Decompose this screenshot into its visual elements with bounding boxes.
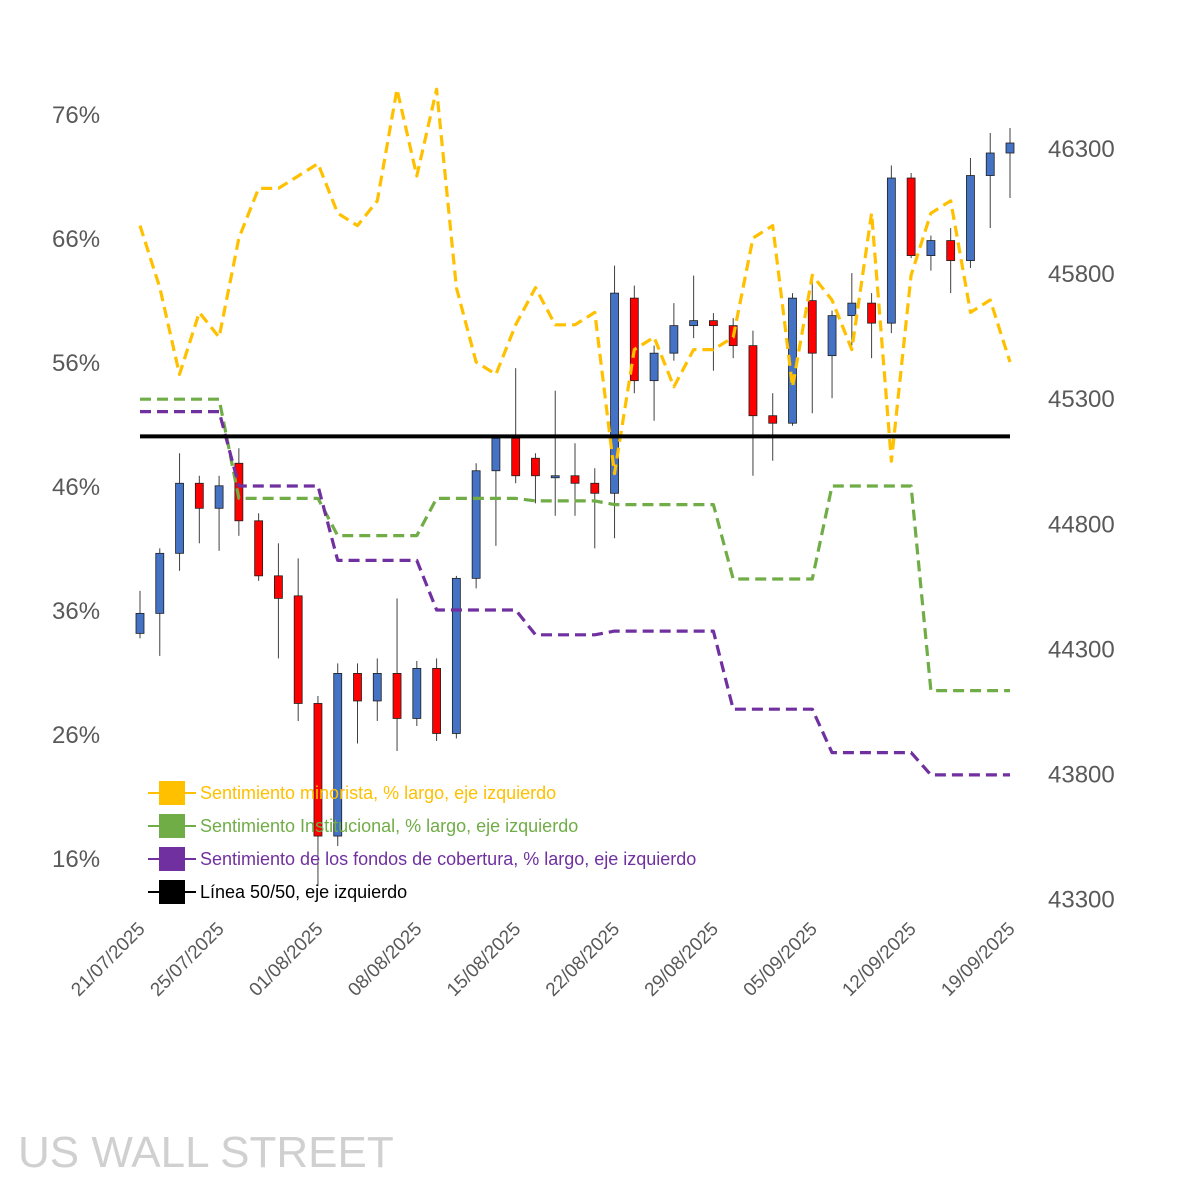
date-tick-label: 01/08/2025 xyxy=(245,919,327,1001)
left-tick-label: 66% xyxy=(52,226,100,253)
left-tick-label: 76% xyxy=(52,102,100,129)
candle-body xyxy=(946,240,956,261)
date-tick-label: 25/07/2025 xyxy=(147,919,229,1001)
candle-body xyxy=(669,325,679,354)
right-tick-label: 44800 xyxy=(1048,511,1115,538)
legend: Sentimiento minorista, % largo, eje izqu… xyxy=(148,781,696,904)
candle-body xyxy=(590,482,600,494)
date-tick-label: 08/08/2025 xyxy=(344,919,426,1001)
candle-body xyxy=(649,352,659,382)
candle-body xyxy=(570,475,580,484)
candle-body xyxy=(966,175,975,261)
hedge-fund-sentiment-line xyxy=(140,410,1010,777)
right-tick-label: 45800 xyxy=(1048,261,1115,288)
right-tick-label: 43800 xyxy=(1048,762,1115,789)
left-tick-label: 26% xyxy=(52,722,100,749)
right-axis: 46300 45800 45300 44800 44300 43800 43300 xyxy=(1048,136,1115,914)
candle-body xyxy=(689,320,699,327)
candle-body xyxy=(610,292,619,494)
candle-body xyxy=(847,302,857,317)
legend-fifty-fifty: Línea 50/50, eje izquierdo xyxy=(148,880,407,904)
candle-body xyxy=(274,575,283,599)
retail-sentiment-line xyxy=(138,87,1012,476)
candle-body xyxy=(333,673,343,837)
candle-body xyxy=(254,520,264,577)
candle-body xyxy=(550,475,560,479)
candle-body xyxy=(985,152,995,176)
date-tick-label: 12/09/2025 xyxy=(839,919,921,1001)
legend-swatch xyxy=(159,781,185,805)
date-tick-label: 21/07/2025 xyxy=(67,919,149,1001)
candle-body xyxy=(768,415,778,424)
date-tick-label: 19/09/2025 xyxy=(937,919,1019,1001)
candle-body xyxy=(135,612,145,634)
right-tick-label: 43300 xyxy=(1048,887,1115,914)
candle-body xyxy=(511,437,521,477)
legend-label: Sentimiento Institucional, % largo, eje … xyxy=(200,816,578,836)
institutional-sentiment-line xyxy=(140,397,1010,693)
legend-swatch xyxy=(159,847,185,871)
candle-body xyxy=(293,595,303,704)
candle-body xyxy=(175,482,184,554)
left-tick-label: 46% xyxy=(52,474,100,501)
candle-body xyxy=(709,320,718,327)
right-tick-label: 46300 xyxy=(1048,136,1115,163)
candle-body xyxy=(471,470,481,579)
legend-swatch xyxy=(159,880,185,904)
candle-body xyxy=(1005,142,1015,154)
legend-hedge-funds: Sentimiento de los fondos de cobertura, … xyxy=(148,847,696,871)
candle-body xyxy=(313,703,323,837)
candle-body xyxy=(827,315,837,357)
candle-body xyxy=(906,177,916,256)
legend-institutional: Sentimiento Institucional, % largo, eje … xyxy=(148,814,578,838)
sentiment-lines xyxy=(138,87,1012,777)
legend-label: Sentimiento de los fondos de cobertura, … xyxy=(200,849,696,869)
candle-body xyxy=(531,457,540,477)
date-tick-label: 05/09/2025 xyxy=(740,919,822,1001)
right-tick-label: 45300 xyxy=(1048,386,1115,413)
legend-swatch xyxy=(159,814,185,838)
candle-body xyxy=(491,437,501,472)
candle-body xyxy=(432,668,441,734)
candle-body xyxy=(214,485,224,509)
candlestick-series xyxy=(135,127,1015,887)
candle-body xyxy=(629,297,639,382)
candle-body xyxy=(155,552,165,614)
candle-body xyxy=(926,240,936,256)
candle-body xyxy=(748,345,758,417)
date-tick-label: 22/08/2025 xyxy=(542,919,624,1001)
left-tick-label: 36% xyxy=(52,598,100,625)
right-tick-label: 44300 xyxy=(1048,636,1115,663)
legend-label: Línea 50/50, eje izquierdo xyxy=(200,882,407,902)
candle-body xyxy=(392,673,402,719)
candle-body xyxy=(372,673,382,702)
candle-body xyxy=(451,577,461,734)
candle-body xyxy=(867,302,876,324)
legend-label: Sentimiento minorista, % largo, eje izqu… xyxy=(200,783,556,803)
left-axis: 76% 66% 56% 46% 36% 26% 16% xyxy=(52,102,100,873)
candle-body xyxy=(807,300,817,354)
date-tick-label: 29/08/2025 xyxy=(641,919,723,1001)
watermark: US WALL STREET xyxy=(18,1128,394,1177)
candle-body xyxy=(886,177,896,324)
candle-body xyxy=(194,482,204,509)
left-tick-label: 56% xyxy=(52,350,100,377)
candle-body xyxy=(353,673,362,702)
candle-body xyxy=(412,668,422,719)
legend-retail: Sentimiento minorista, % largo, eje izqu… xyxy=(148,781,556,805)
date-tick-label: 15/08/2025 xyxy=(443,919,525,1001)
left-tick-label: 16% xyxy=(52,846,100,873)
